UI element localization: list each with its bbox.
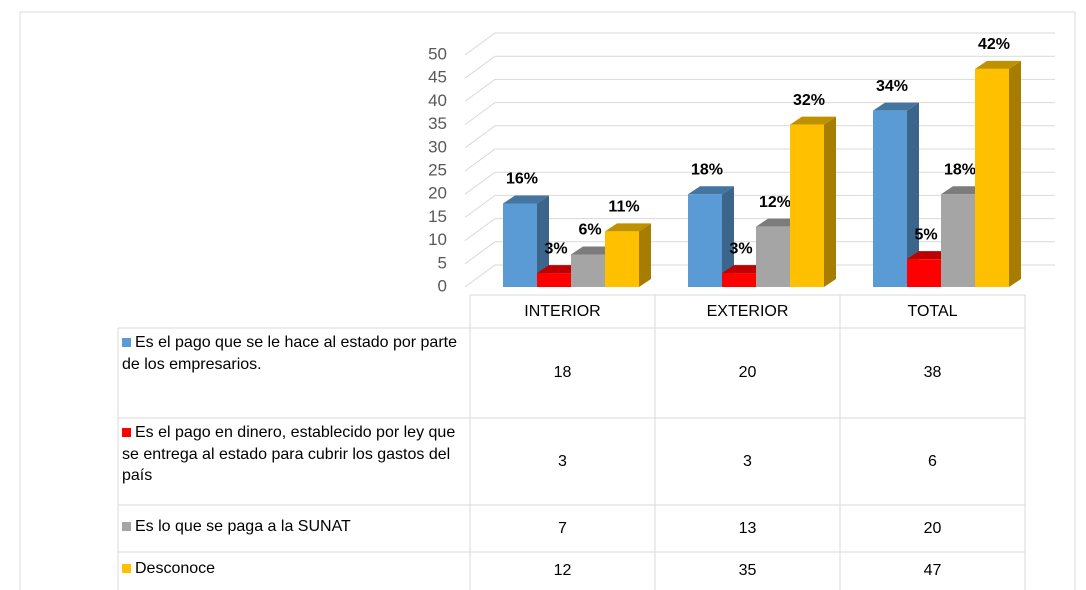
grid-line	[464, 125, 1055, 149]
table-value: 20	[738, 364, 757, 382]
y-tick-label: 45	[428, 68, 447, 87]
bar-top	[790, 116, 836, 125]
grid-line	[464, 194, 1055, 218]
data-label: 32%	[793, 92, 825, 109]
data-label: 16%	[506, 171, 538, 188]
bar-top	[975, 60, 1021, 69]
legend-label: Desconoce	[135, 560, 216, 577]
data-label: 5%	[914, 226, 937, 243]
grid-line	[464, 32, 1055, 56]
table-value: 18	[553, 364, 572, 382]
bar	[756, 226, 790, 287]
bar	[605, 231, 639, 287]
grid-line	[464, 264, 1055, 288]
bar-top	[503, 195, 549, 204]
bar	[941, 194, 975, 287]
table-value: 38	[923, 364, 942, 382]
grid-line	[464, 241, 1055, 265]
grid-line	[464, 218, 1055, 242]
legend-label: Es el pago que se le hace al estado por …	[122, 334, 457, 373]
bar	[790, 124, 824, 287]
bar	[503, 203, 537, 287]
bar	[688, 194, 722, 287]
bar-top	[873, 102, 919, 111]
table-value: 12	[553, 562, 572, 580]
table-value: 7	[558, 519, 567, 537]
grid-line	[464, 78, 1055, 102]
bar	[907, 259, 941, 287]
data-label: 42%	[978, 36, 1010, 53]
bar-side	[907, 102, 919, 288]
category-label: TOTAL	[907, 302, 958, 320]
data-label: 3%	[544, 240, 567, 257]
table-value: 3	[558, 452, 567, 470]
data-label: 18%	[691, 161, 723, 178]
table-value: 3	[743, 452, 752, 470]
y-tick-label: 50	[428, 44, 447, 63]
legend-swatch	[122, 428, 131, 438]
bar-side	[537, 195, 549, 287]
bar	[537, 273, 571, 287]
y-tick-label: 35	[428, 114, 447, 133]
legend-entry: Desconoce	[122, 552, 466, 590]
data-label: 3%	[729, 240, 752, 257]
bar	[571, 254, 605, 287]
y-tick-label: 15	[428, 207, 447, 226]
table-value: 6	[928, 452, 937, 470]
grid-line	[464, 171, 1055, 195]
legend-entry: Es el pago que se le hace al estado por …	[122, 328, 466, 418]
bar-side	[639, 223, 651, 287]
grid-line	[464, 148, 1055, 172]
y-tick-label: 30	[428, 137, 447, 156]
grid-line	[464, 55, 1055, 79]
bar-side	[722, 186, 734, 287]
data-label: 12%	[759, 194, 791, 211]
bar	[722, 273, 756, 287]
y-tick-label: 25	[428, 160, 447, 179]
table-value: 13	[738, 519, 757, 537]
bar-side	[824, 116, 836, 287]
y-tick-label: 0	[438, 276, 447, 295]
table-value: 20	[923, 519, 942, 537]
legend-swatch	[122, 522, 131, 532]
y-tick-label: 20	[428, 184, 447, 203]
data-label: 34%	[876, 78, 908, 95]
bar	[873, 110, 907, 288]
legend-entry: Es lo que se paga a la SUNAT	[122, 505, 466, 552]
category-label: EXTERIOR	[706, 302, 789, 320]
table-value: 47	[923, 562, 942, 580]
legend-entry: Es el pago en dinero, establecido por le…	[122, 418, 466, 505]
data-label: 11%	[608, 199, 639, 216]
y-tick-label: 10	[428, 230, 447, 249]
bar-side	[1009, 60, 1021, 287]
bar	[975, 68, 1009, 287]
bar-top	[688, 186, 734, 195]
y-tick-label: 40	[428, 91, 447, 110]
legend-swatch	[122, 338, 131, 348]
y-tick-label: 5	[438, 253, 447, 272]
legend-label: Es el pago en dinero, establecido por le…	[122, 424, 456, 485]
data-label: 18%	[944, 161, 976, 178]
legend-label: Es lo que se paga a la SUNAT	[135, 518, 351, 535]
chart-border	[19, 11, 1076, 590]
data-label: 6%	[578, 222, 601, 239]
table-value: 35	[738, 562, 757, 580]
category-label: INTERIOR	[524, 302, 601, 320]
bar-top	[605, 223, 651, 232]
grid-line	[464, 102, 1055, 126]
legend-swatch	[122, 564, 131, 574]
